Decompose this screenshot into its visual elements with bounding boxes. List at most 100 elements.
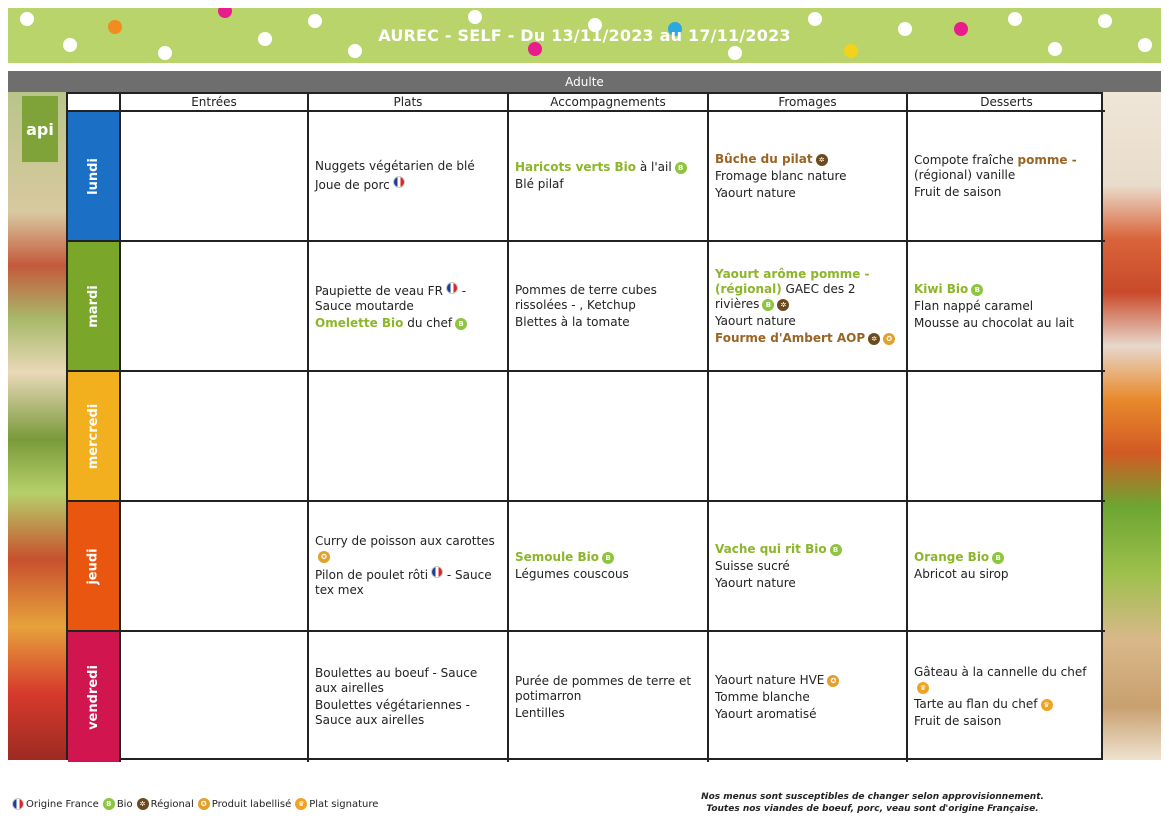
dish-name: à l'ail [636, 160, 672, 174]
legend-label: Bio [116, 798, 133, 810]
dish-name: du chef [403, 315, 453, 330]
menu-item: Yaourt nature [715, 186, 900, 201]
dish-name: Abricot au sirop [914, 567, 1009, 581]
footer-notes: Nos menus sont susceptibles de changer s… [640, 791, 1105, 815]
dish-name: Flan nappé caramel [914, 298, 1034, 313]
legend-item: ✪ Produit labellisé [197, 798, 292, 810]
bio-dish-name: Kiwi Bio [914, 281, 969, 296]
legend-item: ♛ Plat signature [295, 798, 378, 810]
dish-name: Fruit de saison [914, 714, 1002, 728]
menu-cell-vendredi-desserts: Gâteau à la cannelle du chef♛ Tarte au fl… [908, 632, 1105, 762]
dish-name: Boulettes au boeuf - Sauce aux airelles [315, 666, 478, 695]
dish-name: Joue de porc [315, 178, 390, 192]
menu-cell-jeudi-fromages: Vache qui rit Bio B Suisse sucré Yaourt nat… [709, 502, 908, 632]
menu-item: Bûche du pilat ✲ [715, 152, 900, 167]
menu-item: Lentilles [515, 706, 701, 721]
menu-cell-vendredi-fromages: Yaourt nature HVE ✪ Tomme blanche Yaourt ar… [709, 632, 908, 762]
table-corner [68, 94, 121, 112]
menu-cell-jeudi-entrees [121, 502, 309, 632]
menu-item: Fromage blanc nature [715, 169, 900, 184]
dish-suffix: - Sauce tex mex [315, 568, 492, 597]
dish-name: Blé pilaf [515, 177, 564, 191]
menu-cell-mardi-plats: Paupiette de veau FR - Sauce moutarde Ome… [309, 242, 509, 372]
column-header-plats: Plats [309, 94, 509, 112]
menu-cell-mercredi-plats [309, 372, 509, 502]
legend-label: Origine France [26, 798, 99, 810]
dish-suffix: - Sauce moutarde [315, 283, 467, 313]
menu-cell-jeudi-plats: Curry de poisson aux carottes ✪ Pilon de p… [309, 502, 509, 632]
footer-note-1: Nos menus sont susceptibles de changer s… [701, 792, 1044, 802]
legend-item: B Bio [102, 798, 133, 810]
regional-icon: ✲ [136, 798, 149, 810]
menu-cell-mercredi-desserts [908, 372, 1105, 502]
legend-label: Produit labellisé [211, 798, 292, 810]
menu-cell-mercredi-entrees [121, 372, 309, 502]
menu-cell-mercredi-accompagnements [509, 372, 709, 502]
dish-name: Gâteau à la cannelle du chef [914, 665, 1087, 679]
produit-labellise-icon: ✪ [883, 332, 896, 345]
produit-labellise-icon: ✪ [318, 551, 330, 563]
menu-item: Yaourt nature [715, 576, 900, 591]
day-name: mardi [86, 284, 101, 328]
dish-name: Légumes couscous [515, 567, 629, 581]
menu-item: Purée de pommes de terre et potimarron [515, 674, 701, 704]
menu-item: Yaourt aromatisé [715, 707, 900, 722]
dish-name: Curry de poisson aux carottes [315, 534, 495, 548]
right-decoration [1103, 92, 1161, 760]
dish-name: Yaourt nature [715, 185, 796, 200]
origine-france-icon [392, 176, 405, 188]
dish-suffix: (régional) vanille [914, 167, 1016, 182]
dish-name: Compote fraîche [914, 152, 1018, 167]
bio-dish-name: Yaourt arôme pomme - (régional) [715, 266, 870, 296]
dish-name: Yaourt aromatisé [715, 706, 817, 721]
day-label-jeudi: jeudi [68, 502, 121, 632]
regional-icon: ✲ [815, 153, 828, 166]
footer-note-2: Toutes nos viandes de boeuf, porc, veau … [706, 804, 1039, 814]
dish-name: Lentilles [515, 705, 565, 720]
menu-item: Gâteau à la cannelle du chef ♛ [914, 665, 1099, 695]
dish-name: Pilon de poulet rôti [315, 568, 429, 582]
dish-name: Paupiette de veau FR [315, 283, 443, 298]
menu-item: Joue de porc [315, 176, 501, 193]
menu-item: Boulettes végétariennes - Sauce aux aire… [315, 698, 501, 728]
dish-name: Pommes de terre cubes rissolées - , Ketc… [515, 282, 657, 312]
dish-name: Tomme blanche [715, 689, 810, 704]
bio-icon: B [992, 552, 1005, 564]
menu-cell-jeudi-accompagnements: Semoule Bio B Légumes couscous [509, 502, 709, 632]
menu-cell-mardi-accompagnements: Pommes de terre cubes rissolées - , Ketc… [509, 242, 709, 372]
menu-item: Fruit de saison [914, 714, 1099, 729]
dish-name: Purée de pommes de terre et potimarron [515, 673, 692, 703]
menu-item: Abricot au sirop [914, 567, 1099, 582]
menu-item: Yaourt nature HVE ✪ [715, 673, 900, 688]
menu-cell-vendredi-accompagnements: Purée de pommes de terre et potimarron Le… [509, 632, 709, 762]
menu-item: Yaourt arôme pomme - (régional) GAEC des… [715, 267, 900, 312]
column-header-entrees: Entrées [121, 94, 309, 112]
column-header-desserts: Desserts [908, 94, 1105, 112]
menu-cell-mercredi-fromages [709, 372, 908, 502]
column-header-accompagnements: Accompagnements [509, 94, 709, 112]
bio-icon: B [674, 162, 687, 174]
bio-dish-name: Vache qui rit Bio [715, 541, 827, 556]
dish-name: Nuggets végétarien de blé [315, 159, 475, 173]
menu-item: Paupiette de veau FR - Sauce moutarde [315, 281, 501, 314]
dish-name: Fruit de saison [914, 184, 1002, 199]
dish-name: GAEC des 2 rivières [715, 281, 856, 311]
menu-item: Flan nappé caramel [914, 299, 1099, 314]
day-label-lundi: lundi [68, 112, 121, 242]
legend-item: Origine France [12, 798, 99, 810]
bio-dish-name: Haricots verts Bio [515, 160, 637, 174]
legend-item: ✲ Régional [136, 798, 194, 810]
dish-name: Boulettes végétariennes - Sauce aux aire… [315, 698, 470, 727]
bio-icon: B [455, 317, 468, 330]
dish-name: Yaourt nature HVE [715, 672, 825, 687]
plat-signature-icon: ♛ [1040, 699, 1053, 711]
menu-cell-mardi-fromages: Yaourt arôme pomme - (régional) GAEC des… [709, 242, 908, 372]
menu-item: Curry de poisson aux carottes ✪ [315, 534, 501, 564]
produit-labellise-icon: ✪ [827, 674, 840, 687]
legend: Origine France B Bio ✲ Régional ✪ Produit labe… [12, 795, 382, 813]
menu-item: Tarte au flan du chef ♛ [914, 697, 1099, 712]
bio-icon: B [762, 298, 775, 311]
origine-france-icon [445, 281, 458, 294]
menu-cell-lundi-fromages: Bûche du pilat ✲ Fromage blanc nature Yaour… [709, 112, 908, 242]
legend-label: Plat signature [309, 798, 379, 810]
